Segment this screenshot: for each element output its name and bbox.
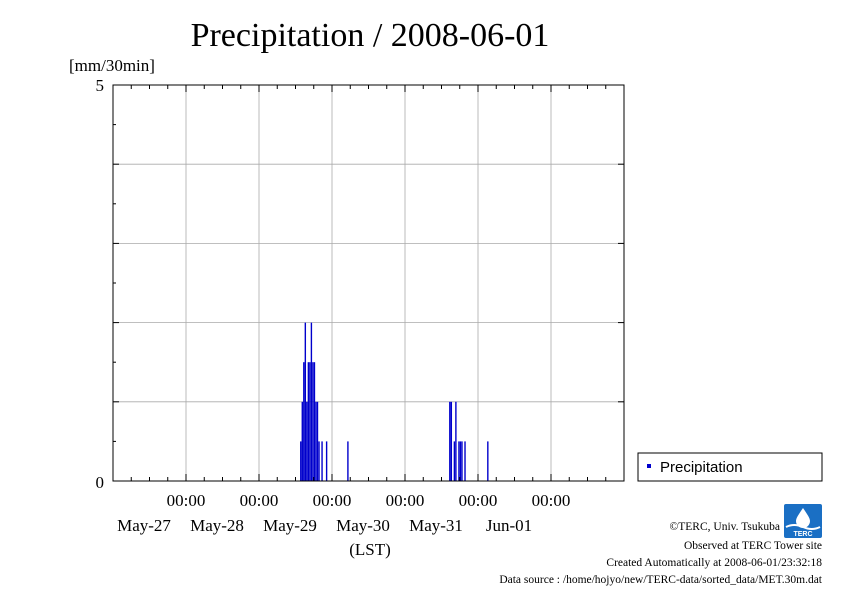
plot-frame <box>112 84 625 482</box>
x-tick-date-label: May-27 <box>117 516 171 535</box>
precip-bar <box>315 401 317 481</box>
precip-bar <box>310 322 313 481</box>
legend-box <box>637 452 823 482</box>
precip-bar <box>304 322 307 481</box>
precip-bar <box>309 362 311 481</box>
precip-bar <box>321 441 323 481</box>
observed-text: Observed at TERC Tower site <box>684 540 822 552</box>
x-tick-time-label: 00:00 <box>240 491 279 510</box>
chart-title: Precipitation / 2008-06-01 <box>191 17 550 54</box>
bars <box>300 322 489 481</box>
precip-bar <box>318 441 320 481</box>
precip-bar <box>300 441 302 481</box>
precip-bar <box>449 401 451 481</box>
y-tick-label-min: 0 <box>96 473 105 492</box>
x-tick-date-label: Jun-01 <box>486 516 532 535</box>
x-tick-time-label: 00:00 <box>532 491 571 510</box>
precip-bar <box>312 362 314 481</box>
terc-logo: TERC <box>784 504 822 538</box>
precip-bar <box>464 441 466 481</box>
data-source-text: Data source : /home/hojyo/new/TERC-data/… <box>499 574 822 586</box>
x-tick-time-label: 00:00 <box>459 491 498 510</box>
precip-bar <box>307 362 310 481</box>
water-drop-icon <box>796 508 810 528</box>
precip-bar <box>347 441 349 481</box>
x-tick-time-label: 00:00 <box>313 491 352 510</box>
x-tick-date-label: May-30 <box>336 516 390 535</box>
precip-bar <box>458 441 460 481</box>
legend-label: Precipitation <box>660 459 743 476</box>
y-tick-label-max: 5 <box>96 76 105 95</box>
x-tick-date-label: May-28 <box>190 516 244 535</box>
created-text: Created Automatically at 2008-06-01/23:3… <box>606 557 822 569</box>
precip-bar <box>450 401 453 481</box>
legend: Precipitation <box>637 452 823 482</box>
y-axis-label: [mm/30min] <box>69 56 155 75</box>
precip-bar <box>316 401 319 481</box>
precip-bar <box>487 441 489 481</box>
precip-bar <box>306 401 308 481</box>
x-tick-time-label: 00:00 <box>167 491 206 510</box>
precip-bar <box>459 441 462 481</box>
legend-marker <box>647 464 651 468</box>
precip-bar <box>313 362 316 481</box>
precip-bar <box>455 401 457 481</box>
copyright-text: ©TERC, Univ. Tsukuba <box>670 521 780 533</box>
precip-bar <box>303 362 305 481</box>
x-tick-time-label: 00:00 <box>386 491 425 510</box>
x-tick-labels: 00:00 May-27 00:00 May-28 00:00 May-29 00:00 Ma… <box>117 491 570 535</box>
x-axis-label: (LST) <box>349 540 391 559</box>
logo-text: TERC <box>793 531 812 538</box>
grid <box>113 85 624 481</box>
precip-bar <box>325 441 328 481</box>
precip-bar <box>301 401 303 481</box>
wave-icon <box>785 524 821 530</box>
x-tick-date-label: May-31 <box>409 516 463 535</box>
precip-bar <box>453 441 456 481</box>
precip-bar <box>461 441 463 481</box>
axis-ticks <box>112 84 625 482</box>
x-tick-date-label: May-29 <box>263 516 317 535</box>
